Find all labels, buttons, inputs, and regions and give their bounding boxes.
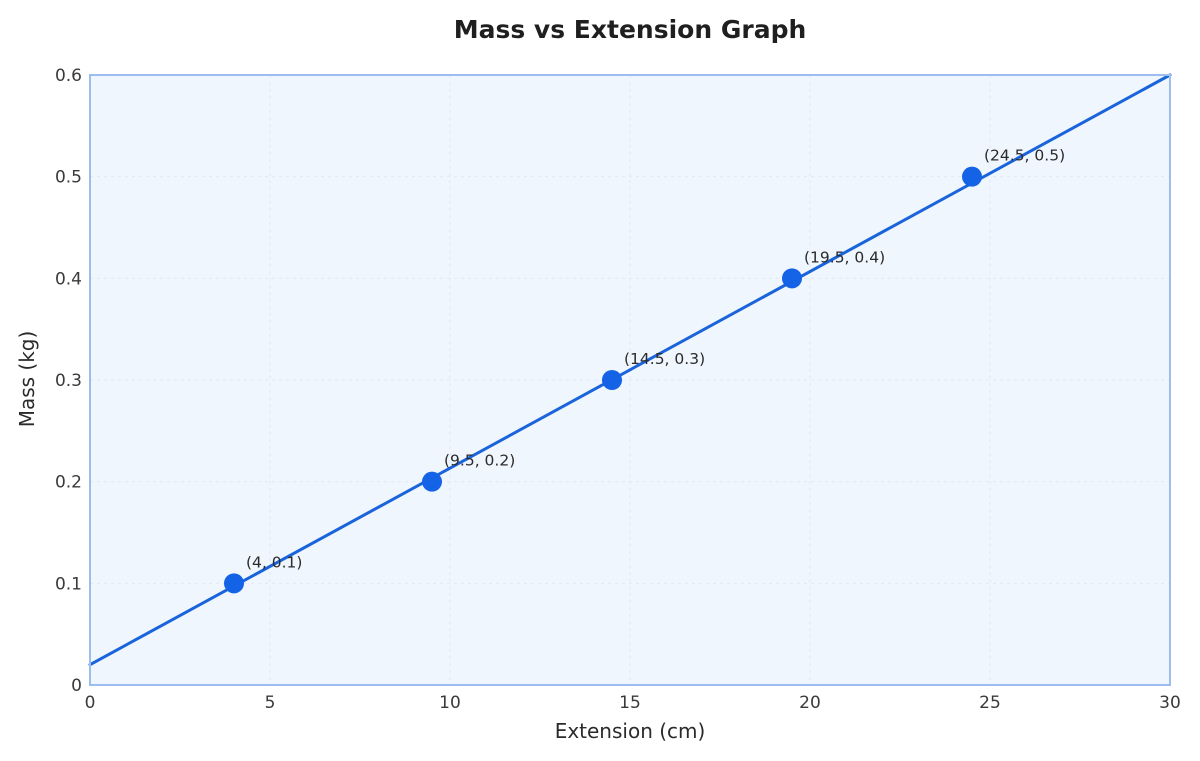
point-label: (19.5, 0.4) bbox=[804, 248, 885, 266]
y-tick-label: 0.4 bbox=[55, 269, 82, 289]
plot-border bbox=[89, 74, 1171, 686]
y-tick-labels: 0 0.1 0.2 0.3 0.4 0.5 0.6 bbox=[55, 66, 82, 696]
x-tick-label: 25 bbox=[979, 693, 1001, 713]
x-axis-label: Extension (cm) bbox=[555, 719, 706, 743]
point-label: (9.5, 0.2) bbox=[444, 452, 515, 470]
y-tick-label: 0.2 bbox=[55, 473, 82, 493]
y-tick-label: 0.6 bbox=[55, 66, 82, 86]
y-tick-label: 0 bbox=[71, 676, 82, 696]
x-tick-label: 20 bbox=[799, 693, 821, 713]
chart-title: Mass vs Extension Graph bbox=[454, 15, 807, 44]
point-labels: (4, 0.1) (9.5, 0.2) (14.5, 0.3) (19.5, 0.4)… bbox=[246, 147, 1065, 572]
fit-line-group bbox=[88, 73, 1172, 667]
point-label: (14.5, 0.3) bbox=[624, 350, 705, 368]
data-point bbox=[422, 471, 442, 492]
point-label: (24.5, 0.5) bbox=[984, 147, 1065, 165]
x-tick-label: 10 bbox=[439, 693, 461, 713]
y-tick-label: 0.1 bbox=[55, 574, 82, 594]
y-axis-label: Mass (kg) bbox=[15, 331, 39, 428]
y-tick-label: 0.5 bbox=[55, 168, 82, 188]
x-tick-label: 0 bbox=[85, 693, 96, 713]
fit-line bbox=[88, 73, 1172, 667]
x-tick-label: 30 bbox=[1159, 693, 1181, 713]
data-points bbox=[224, 166, 982, 594]
data-point bbox=[602, 370, 622, 390]
x-tick-labels: 0 5 10 15 20 25 30 bbox=[85, 693, 1181, 713]
x-tick-label: 15 bbox=[619, 693, 641, 713]
data-point bbox=[224, 573, 244, 594]
y-tick-label: 0.3 bbox=[55, 371, 82, 391]
data-point bbox=[962, 166, 982, 187]
point-label: (4, 0.1) bbox=[246, 553, 302, 571]
x-tick-label: 5 bbox=[265, 693, 276, 713]
data-point bbox=[782, 268, 802, 289]
